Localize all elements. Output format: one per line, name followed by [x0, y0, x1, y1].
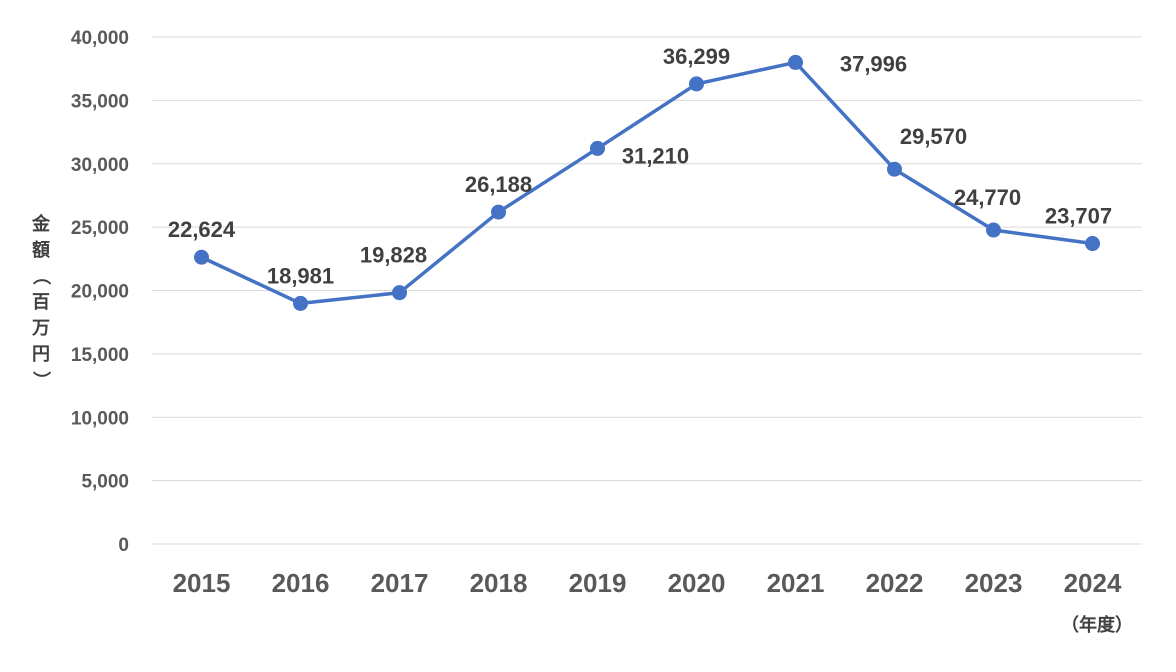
data-label: 37,996 [840, 51, 907, 76]
x-axis-ticks: 2015 2016 2017 2018 2019 2020 2021 2022 2023 2024 [173, 568, 1122, 598]
data-label: 36,299 [663, 44, 730, 69]
data-label: 29,570 [900, 124, 967, 149]
y-axis-title-char: 円 [32, 344, 50, 365]
data-label: 24,770 [954, 185, 1021, 210]
y-tick-label: 20,000 [71, 282, 129, 303]
y-axis-title: 金額 （ 百万円 ） [30, 213, 51, 389]
x-tick-label: 2022 [866, 568, 924, 598]
series-line [199, 60, 1095, 306]
data-label: 23,707 [1045, 204, 1112, 229]
data-point [590, 140, 605, 156]
y-tick-label: 10,000 [71, 408, 129, 429]
data-point [887, 161, 902, 177]
series-line-group [194, 54, 1100, 311]
data-label: 19,828 [360, 243, 427, 268]
y-tick-label: 35,000 [71, 91, 129, 112]
y-axis-ticks: 0 5,000 10,000 15,000 20,000 25,000 30,000 35,0… [71, 28, 129, 556]
y-tick-label: 5,000 [81, 472, 129, 493]
data-label: 18,981 [267, 263, 334, 288]
x-tick-label: 2016 [272, 568, 330, 598]
y-tick-label: 40,000 [71, 28, 129, 49]
data-point [1085, 236, 1100, 252]
y-axis-title-char: 万 [31, 318, 50, 339]
x-tick-label: 2024 [1064, 568, 1122, 598]
data-label: 22,624 [168, 217, 236, 242]
data-point [293, 295, 308, 311]
y-tick-label: 0 [118, 535, 129, 556]
data-point [788, 54, 803, 70]
data-point [194, 249, 209, 265]
x-tick-label: 2021 [767, 568, 825, 598]
x-tick-label: 2019 [569, 568, 627, 598]
y-axis-title-char: 百 [32, 292, 50, 313]
y-tick-label: 15,000 [71, 345, 129, 366]
data-point [392, 285, 407, 301]
x-tick-label: 2015 [173, 568, 231, 598]
x-tick-label: 2023 [965, 568, 1023, 598]
data-point [986, 222, 1001, 238]
data-labels: 22,624 18,981 19,828 26,188 31,210 36,299 37,9… [168, 44, 1112, 289]
data-label: 26,188 [465, 172, 532, 197]
x-tick-label: 2017 [371, 568, 429, 598]
y-axis-title-char: （ [30, 267, 51, 285]
y-axis-title-char: ） [30, 371, 51, 389]
y-tick-label: 30,000 [71, 155, 129, 176]
y-axis-title-char: 額 [31, 239, 50, 261]
x-tick-label: 2020 [668, 568, 726, 598]
data-label: 31,210 [622, 143, 689, 168]
x-tick-label: 2018 [470, 568, 528, 598]
gridlines [152, 36, 1142, 545]
data-point [491, 204, 506, 220]
x-axis-unit-label: （年度） [1061, 614, 1133, 636]
data-point [689, 76, 704, 92]
y-tick-label: 25,000 [71, 218, 129, 239]
y-axis-title-char: 金 [31, 213, 51, 235]
